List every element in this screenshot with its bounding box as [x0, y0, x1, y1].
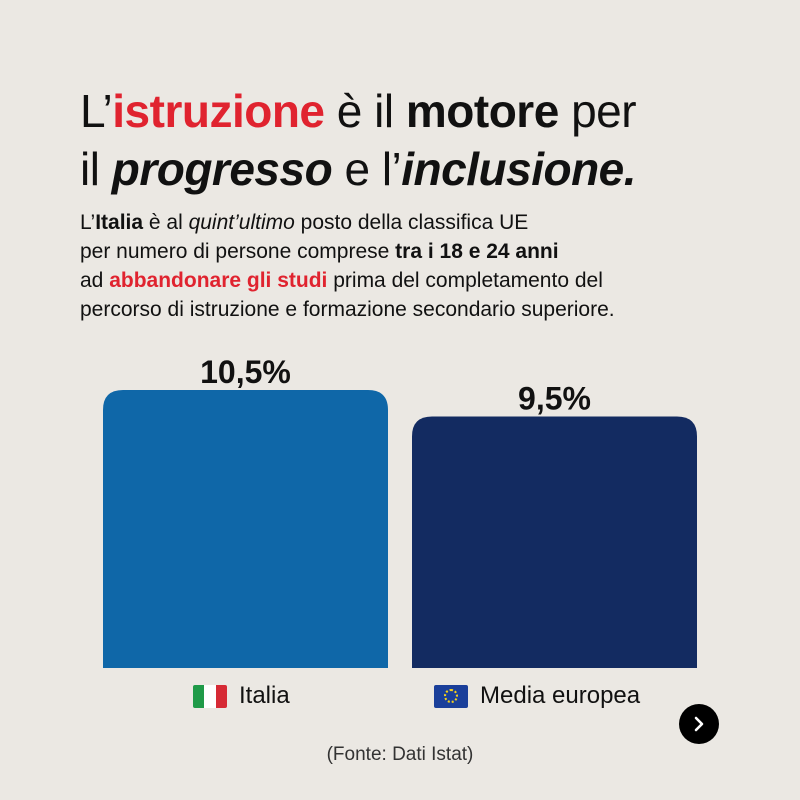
subtitle-text: percorso di istruzione e formazione seco…	[80, 298, 615, 321]
subtitle-text: L’	[80, 211, 96, 234]
headline: L’istruzione è il motore per il progresso…	[80, 82, 760, 198]
headline-highlight-istruzione: istruzione	[112, 85, 325, 137]
category-label-text: Media europea	[480, 682, 641, 709]
bar-media-europea	[412, 416, 697, 668]
subtitle-highlight-abbandono: abbandonare gli studi	[109, 269, 328, 292]
bar-value-label: 9,5%	[518, 380, 591, 416]
bar-italia	[103, 390, 388, 668]
headline-highlight-motore: motore	[405, 85, 559, 137]
headline-highlight-inclusione: inclusione	[401, 143, 624, 195]
subtitle: L’Italia è al quint’ultimo posto della c…	[80, 208, 760, 324]
headline-text: il	[80, 143, 112, 195]
source-note: (Fonte: Dati Istat)	[326, 744, 474, 765]
subtitle-text: prima del completamento del	[327, 269, 603, 292]
subtitle-highlight-italia: Italia	[95, 211, 144, 234]
subtitle-highlight-quintultimo: quint’ultimo	[188, 211, 295, 234]
eu-flag-icon	[434, 684, 468, 708]
italy-flag-icon	[193, 684, 227, 708]
next-slide-button[interactable]	[679, 704, 719, 744]
subtitle-text: posto della classifica UE	[294, 211, 529, 234]
chevron-right-icon	[694, 716, 704, 732]
category-label-europa: Media europea	[434, 680, 640, 712]
headline-period: .	[623, 143, 637, 195]
headline-highlight-progresso: progresso	[111, 143, 333, 195]
headline-text: e l’	[332, 143, 402, 195]
headline-text: per	[558, 85, 637, 137]
subtitle-highlight-age: tra i 18 e 24 anni	[395, 240, 559, 263]
subtitle-text: è al	[143, 211, 189, 234]
headline-text: è il	[324, 85, 406, 137]
category-label-text: Italia	[239, 682, 290, 709]
bar-value-label: 10,5%	[200, 354, 291, 390]
subtitle-text: ad	[80, 269, 110, 292]
category-label-italia: Italia	[193, 680, 290, 712]
headline-text: L’	[80, 85, 113, 137]
subtitle-text: per numero di persone comprese	[80, 240, 396, 263]
